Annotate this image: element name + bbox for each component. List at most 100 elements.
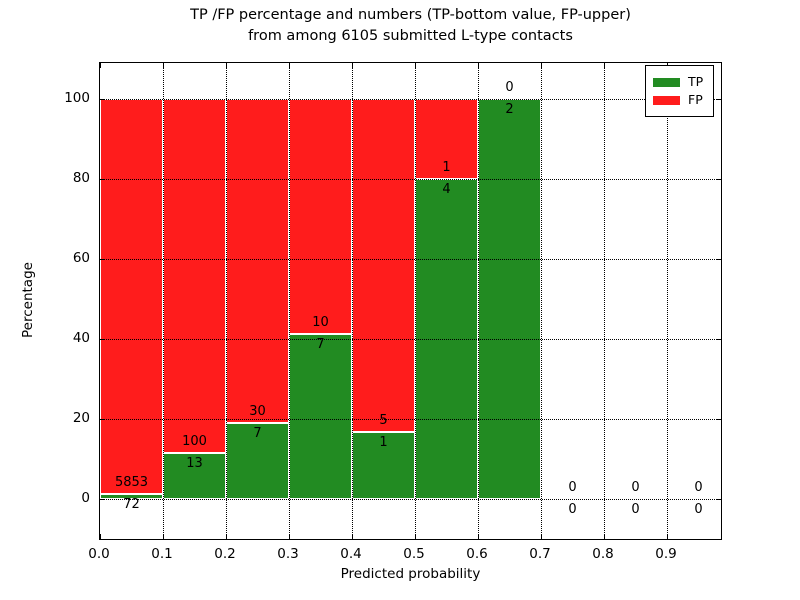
vertical-gridline	[540, 63, 542, 539]
tp-color-swatch	[653, 77, 680, 87]
y-tick-label: 80	[72, 170, 90, 186]
tp-count-label: 72	[123, 497, 140, 513]
fp-count-label: 1	[442, 160, 451, 175]
x-tick-mark	[163, 534, 164, 539]
y-tick-mark	[100, 499, 105, 500]
x-tick-mark	[100, 63, 101, 68]
x-tick-label: 0.1	[151, 546, 173, 562]
tp-bar-segment	[289, 334, 352, 499]
tp-count-label: 1	[379, 435, 388, 451]
horizontal-gridline	[100, 499, 721, 500]
fp-color-swatch	[653, 95, 680, 105]
x-tick-mark	[226, 63, 227, 68]
y-tick-mark	[716, 339, 721, 340]
x-tick-label: 0.4	[340, 546, 362, 562]
y-axis-label: Percentage	[20, 262, 36, 338]
tp-bar-segment	[478, 99, 541, 499]
fp-bar-segment	[352, 99, 415, 433]
vertical-gridline	[603, 63, 605, 539]
y-tick-mark	[100, 339, 105, 340]
y-tick-mark	[100, 99, 105, 100]
x-tick-mark	[478, 63, 479, 68]
legend: TP FP	[645, 65, 714, 117]
tp-count-label: 13	[186, 456, 203, 471]
x-tick-label: 0.0	[88, 546, 110, 562]
vertical-gridline	[288, 63, 290, 539]
y-tick-mark	[716, 499, 721, 500]
vertical-gridline	[162, 63, 164, 539]
fp-count-label: 0	[505, 80, 514, 95]
tp-count-label: 4	[442, 182, 451, 197]
x-tick-mark	[667, 534, 668, 539]
x-tick-mark	[352, 534, 353, 539]
fp-count-label: 0	[631, 480, 640, 495]
tp-bar-segment	[163, 453, 226, 499]
x-tick-mark	[604, 63, 605, 68]
chart-title-line2: from among 6105 submitted L-type contact…	[248, 28, 573, 44]
fp-bar-segment	[163, 99, 226, 453]
fp-count-label: 5853	[114, 475, 149, 491]
y-tick-label: 40	[72, 330, 90, 346]
x-tick-mark	[541, 63, 542, 68]
tp-count-label: 7	[316, 337, 325, 353]
legend-label-fp: FP	[688, 92, 703, 107]
fp-count-label: 30	[249, 404, 266, 420]
y-tick-mark	[716, 179, 721, 180]
x-tick-mark	[163, 63, 164, 68]
x-tick-label: 0.5	[403, 546, 425, 562]
fp-count-label: 10	[312, 315, 329, 331]
fp-bar-segment	[415, 99, 478, 179]
x-tick-mark	[478, 534, 479, 539]
chart-title: TP /FP percentage and numbers (TP-bottom…	[99, 5, 722, 47]
y-tick-mark	[716, 419, 721, 420]
plot-area: 5853 72 100 13 30 7 10 7 5 1 1 4 0 2 0 0 0 0 0 0	[99, 62, 722, 540]
fp-count-label: 0	[568, 480, 577, 495]
vertical-gridline	[477, 63, 479, 539]
fp-bar-segment	[226, 99, 289, 424]
y-tick-mark	[716, 99, 721, 100]
x-tick-mark	[541, 534, 542, 539]
fp-bar-segment	[289, 99, 352, 335]
horizontal-gridline	[100, 259, 721, 260]
tp-count-label: 7	[253, 426, 262, 442]
chart-title-line1: TP /FP percentage and numbers (TP-bottom…	[190, 7, 631, 23]
vertical-gridline	[225, 63, 227, 539]
horizontal-gridline	[100, 179, 721, 180]
fp-count-label: 5	[379, 413, 388, 429]
y-tick-label: 60	[72, 250, 90, 266]
horizontal-gridline	[100, 99, 721, 100]
horizontal-gridline	[100, 339, 721, 340]
fp-count-label: 100	[182, 434, 207, 449]
legend-item-fp: FP	[653, 92, 705, 108]
y-tick-label: 0	[81, 490, 90, 506]
y-tick-mark	[100, 419, 105, 420]
fp-count-label: 0	[694, 480, 703, 495]
x-tick-label: 0.7	[529, 546, 551, 562]
legend-label-tp: TP	[688, 74, 704, 89]
x-tick-label: 0.8	[592, 546, 614, 562]
x-tick-mark	[604, 534, 605, 539]
y-tick-label: 100	[64, 90, 90, 106]
x-tick-mark	[100, 534, 101, 539]
horizontal-gridline	[100, 419, 721, 420]
x-tick-mark	[226, 534, 227, 539]
vertical-gridline	[351, 63, 353, 539]
x-tick-mark	[289, 534, 290, 539]
x-axis-label: Predicted probability	[340, 566, 481, 582]
tp-count-label: 2	[505, 102, 514, 117]
vertical-gridline	[666, 63, 668, 539]
tp-count-label: 0	[568, 502, 577, 517]
y-tick-label: 20	[72, 410, 90, 426]
x-tick-label: 0.2	[214, 546, 236, 562]
x-tick-mark	[415, 534, 416, 539]
legend-item-tp: TP	[653, 74, 705, 90]
y-tick-mark	[100, 179, 105, 180]
y-tick-mark	[716, 259, 721, 260]
y-tick-mark	[100, 259, 105, 260]
tp-bar-segment	[352, 432, 415, 499]
vertical-gridline	[414, 63, 416, 539]
tp-count-label: 0	[631, 502, 640, 517]
x-tick-label: 0.9	[655, 546, 677, 562]
x-tick-label: 0.6	[466, 546, 488, 562]
